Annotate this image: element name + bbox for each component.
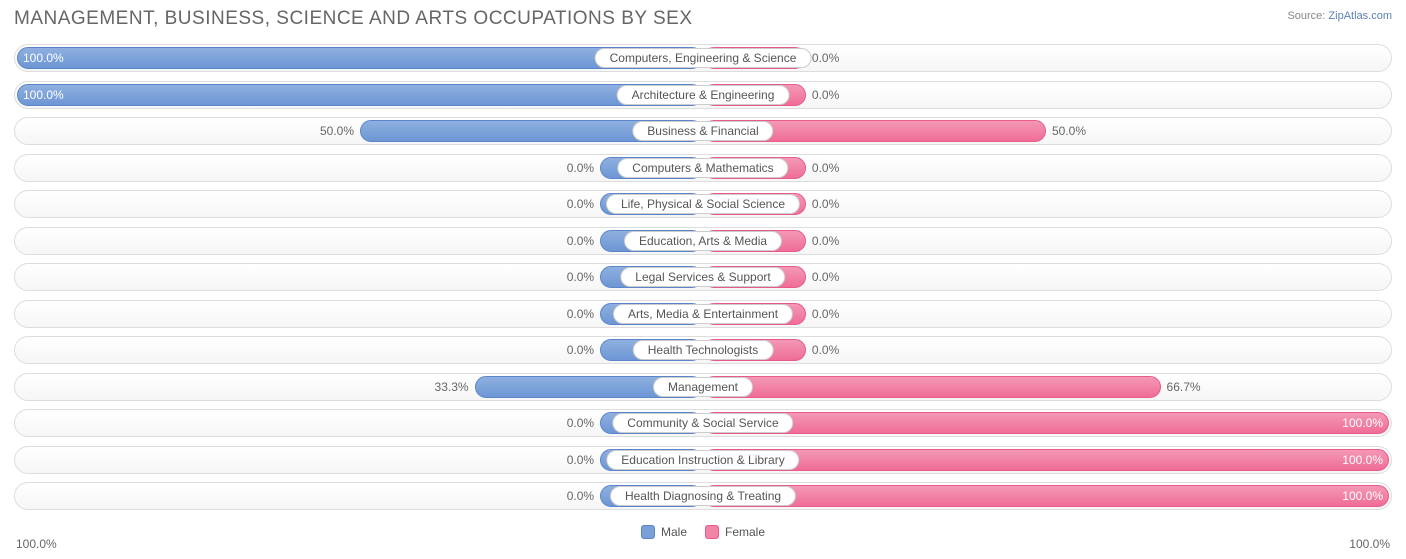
chart-row: 100.0% 0.0%Computers, Engineering & Scien… — [14, 44, 1392, 72]
female-value-label: 0.0% — [812, 307, 839, 321]
legend-male-label: Male — [661, 525, 687, 539]
axis-left-label: 100.0% — [16, 537, 57, 551]
category-label: Architecture & Engineering — [617, 85, 790, 105]
category-label: Education, Arts & Media — [624, 231, 782, 251]
source-label: Source: — [1287, 10, 1325, 22]
female-value-label: 0.0% — [812, 343, 839, 357]
male-value-label: 0.0% — [567, 234, 594, 248]
male-value-label: 33.3% — [435, 380, 469, 394]
legend-female: Female — [705, 525, 765, 539]
chart-row: 0.0% 100.0% Health Diagnosing & Treating — [14, 482, 1392, 510]
male-value-label: 0.0% — [567, 307, 594, 321]
male-swatch-icon — [641, 525, 655, 539]
chart-row: 100.0% 0.0% Architecture & Engineering — [14, 81, 1392, 109]
category-label: Education Instruction & Library — [606, 450, 799, 470]
category-label: Computers, Engineering & Science — [595, 48, 812, 68]
female-value-label: 0.0% — [812, 197, 839, 211]
female-bar — [703, 449, 1389, 471]
female-value-label: 100.0% — [1342, 453, 1383, 467]
chart-row: 0.0% 100.0% Community & Social Service — [14, 409, 1392, 437]
category-label: Health Technologists — [633, 340, 774, 360]
female-value-label: 100.0% — [1342, 416, 1383, 430]
chart-row: 0.0% 0.0% Life, Physical & Social Science — [14, 190, 1392, 218]
category-label: Health Diagnosing & Treating — [610, 486, 796, 506]
chart-row: 0.0% 0.0% Health Technologists — [14, 336, 1392, 364]
male-value-label: 0.0% — [567, 489, 594, 503]
female-value-label: 100.0% — [1342, 489, 1383, 503]
chart-row: 50.0% 50.0% Business & Financial — [14, 117, 1392, 145]
category-label: Business & Financial — [632, 121, 773, 141]
male-value-label: 0.0% — [567, 161, 594, 175]
female-bar — [703, 485, 1389, 507]
chart-row: 0.0% 100.0% Education Instruction & Librar… — [14, 446, 1392, 474]
chart-row: 0.0% 0.0% Education, Arts & Media — [14, 227, 1392, 255]
female-value-label: 0.0% — [812, 51, 839, 65]
category-label: Life, Physical & Social Science — [606, 194, 800, 214]
male-value-label: 100.0% — [23, 51, 64, 65]
female-bar — [703, 412, 1389, 434]
female-value-label: 66.7% — [1167, 380, 1201, 394]
chart-row: 0.0% 0.0% Legal Services & Support — [14, 263, 1392, 291]
male-value-label: 0.0% — [567, 343, 594, 357]
axis-right-label: 100.0% — [1349, 537, 1390, 551]
source-attribution: Source: ZipAtlas.com — [1287, 10, 1392, 22]
occupations-chart: 100.0%0.0%Computers, Engineering & Scien… — [14, 44, 1392, 519]
legend: Male Female — [641, 525, 765, 539]
male-value-label: 0.0% — [567, 453, 594, 467]
male-value-label: 100.0% — [23, 88, 64, 102]
female-value-label: 0.0% — [812, 161, 839, 175]
category-label: Community & Social Service — [612, 413, 793, 433]
category-label: Management — [653, 377, 753, 397]
male-value-label: 0.0% — [567, 416, 594, 430]
category-label: Arts, Media & Entertainment — [613, 304, 793, 324]
chart-row: 0.0% 0.0% Computers & Mathematics — [14, 154, 1392, 182]
legend-male: Male — [641, 525, 687, 539]
chart-row: 33.3% 66.7% Management — [14, 373, 1392, 401]
female-swatch-icon — [705, 525, 719, 539]
source-value: ZipAtlas.com — [1328, 10, 1392, 22]
female-value-label: 0.0% — [812, 270, 839, 284]
chart-title: MANAGEMENT, BUSINESS, SCIENCE AND ARTS O… — [14, 8, 693, 30]
male-value-label: 0.0% — [567, 270, 594, 284]
chart-row: 0.0% 0.0% Arts, Media & Entertainment — [14, 300, 1392, 328]
male-bar — [17, 84, 703, 106]
female-value-label: 0.0% — [812, 88, 839, 102]
category-label: Legal Services & Support — [620, 267, 785, 287]
legend-female-label: Female — [725, 525, 765, 539]
female-bar — [703, 376, 1161, 398]
category-label: Computers & Mathematics — [617, 158, 788, 178]
male-value-label: 50.0% — [320, 124, 354, 138]
female-value-label: 50.0% — [1052, 124, 1086, 138]
female-value-label: 0.0% — [812, 234, 839, 248]
male-value-label: 0.0% — [567, 197, 594, 211]
